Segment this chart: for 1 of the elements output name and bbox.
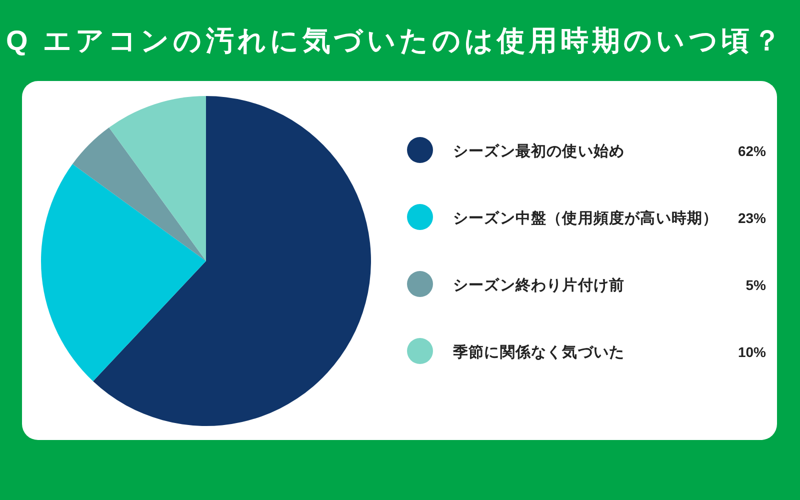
title: Q エアコンの汚れに気づいたのは使用時期のいつ頃？ xyxy=(6,25,785,56)
